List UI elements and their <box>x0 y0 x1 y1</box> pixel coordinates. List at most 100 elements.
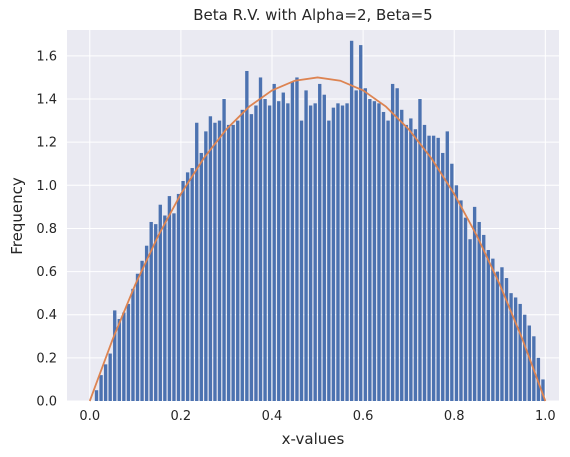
histogram-bars <box>94 40 545 402</box>
histogram-bar <box>308 105 313 401</box>
histogram-bar <box>167 196 172 401</box>
histogram-bar <box>400 109 404 401</box>
histogram-bar <box>144 245 149 401</box>
histogram-bar <box>404 124 408 401</box>
histogram-bar <box>486 250 490 401</box>
histogram-bar <box>249 114 254 401</box>
histogram-bar <box>263 99 267 401</box>
y-tick-label: 1.0 <box>36 179 57 194</box>
histogram-bar <box>518 303 522 401</box>
histogram-bar <box>409 118 413 402</box>
histogram-bar <box>240 109 244 401</box>
histogram-bar <box>313 103 317 401</box>
histogram-bar <box>122 312 126 401</box>
x-tick-label: 0.4 <box>262 409 283 424</box>
histogram-bar <box>304 90 308 401</box>
histogram-bar <box>459 200 463 401</box>
histogram-bar <box>117 319 121 401</box>
histogram-bar <box>454 185 459 401</box>
histogram-bar <box>477 221 481 401</box>
histogram-bar <box>135 273 140 401</box>
histogram-bar <box>500 267 504 401</box>
histogram-bar <box>509 293 513 401</box>
histogram-bar <box>377 103 381 401</box>
y-tick-label: 1.4 <box>36 93 57 108</box>
x-tick-labels: 0.0 0.2 0.4 0.6 0.8 1.0 <box>79 409 555 424</box>
histogram-bar <box>195 122 199 401</box>
chart-title: Beta R.V. with Alpha=2, Beta=5 <box>193 6 432 24</box>
x-tick-label: 1.0 <box>535 409 556 424</box>
histogram-bar <box>536 357 541 401</box>
histogram-bar <box>463 217 468 401</box>
histogram-bar <box>199 152 203 401</box>
histogram-bar <box>523 314 527 401</box>
histogram-bar <box>372 101 377 401</box>
histogram-bar <box>103 364 108 401</box>
histogram-bar <box>208 116 213 402</box>
histogram-bar <box>281 92 285 402</box>
histogram-bar <box>236 120 240 402</box>
histogram-bar <box>436 137 440 402</box>
histogram-bar <box>181 180 185 401</box>
histogram-bar <box>190 168 194 401</box>
histogram-bar <box>331 107 336 402</box>
histogram-bar <box>541 379 545 401</box>
histogram-bar <box>336 103 340 401</box>
histogram-bar <box>363 88 367 401</box>
histogram-bar <box>427 135 431 401</box>
histogram-bar <box>277 101 281 401</box>
histogram-bar <box>254 105 258 401</box>
histogram-bar <box>445 131 449 401</box>
histogram-bar <box>295 77 299 401</box>
histogram-bar <box>204 131 208 401</box>
histogram-bar <box>349 40 354 402</box>
histogram-bar <box>368 99 372 401</box>
histogram-bar <box>126 303 131 401</box>
histogram-bar <box>149 221 153 401</box>
y-tick-label: 0.4 <box>36 308 57 323</box>
histogram-bar <box>245 70 249 402</box>
histogram-bar <box>113 310 117 401</box>
histogram-bar <box>222 99 226 401</box>
histogram-bar <box>418 99 422 401</box>
histogram-bar <box>504 278 509 401</box>
histogram-bar <box>354 90 358 401</box>
histogram-bar <box>226 124 231 401</box>
histogram-bar <box>154 224 158 401</box>
histogram-bar <box>390 83 395 402</box>
y-tick-label: 1.2 <box>36 136 57 151</box>
histogram-bar <box>422 124 427 401</box>
x-tick-label: 0.8 <box>444 409 465 424</box>
histogram-bar <box>286 103 290 401</box>
histogram-bar <box>172 213 176 401</box>
y-tick-labels: 0.0 0.2 0.4 0.6 0.8 1.0 1.2 1.4 1.6 <box>36 49 57 409</box>
histogram-bar <box>431 135 436 401</box>
histogram-bar <box>99 375 103 401</box>
histogram-bar <box>213 122 217 401</box>
histogram-bar <box>322 94 326 402</box>
histogram-bar <box>450 163 454 401</box>
grid <box>67 30 559 402</box>
histogram-bar <box>491 258 495 401</box>
histogram-bar <box>527 325 531 401</box>
histogram-bar <box>267 105 272 401</box>
histogram-bar <box>108 353 112 401</box>
histogram-bar <box>495 271 500 401</box>
histogram-bar <box>217 120 222 402</box>
histogram-bar <box>163 215 167 401</box>
y-tick-label: 0.2 <box>36 351 57 366</box>
histogram-bar <box>340 105 345 401</box>
histogram-bar <box>272 83 276 402</box>
histogram-bar <box>386 120 390 402</box>
y-tick-label: 1.6 <box>36 49 57 64</box>
histogram-bar <box>513 297 518 401</box>
y-tick-label: 0.0 <box>36 395 57 410</box>
histogram-bar <box>318 83 322 402</box>
pdf-curve <box>88 76 547 402</box>
y-tick-label: 0.6 <box>36 265 57 280</box>
histogram-bar <box>381 111 386 401</box>
x-tick-label: 0.2 <box>171 409 192 424</box>
histogram-bar <box>441 152 445 401</box>
histogram-bar <box>131 288 135 401</box>
